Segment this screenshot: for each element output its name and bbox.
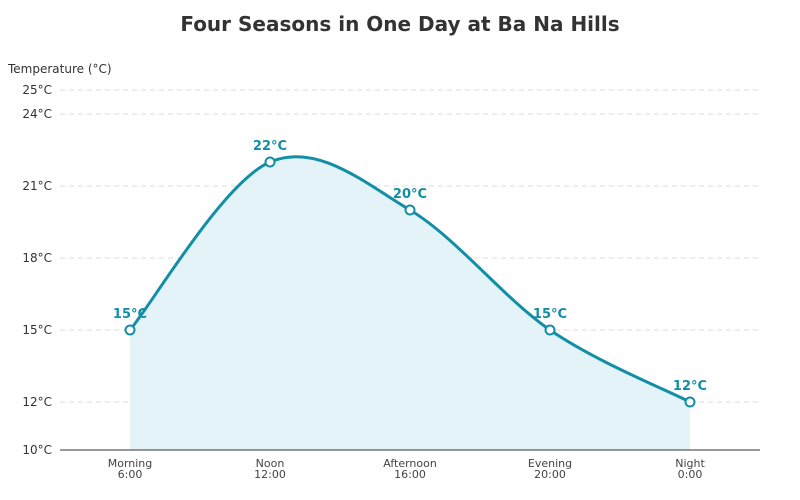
x-tick-label: Night [675, 457, 705, 470]
data-point [544, 324, 556, 336]
y-tick-label: 25°C [22, 83, 52, 97]
data-label: 15°C [113, 307, 147, 322]
data-label: 20°C [393, 187, 427, 202]
x-tick-sublabel: 0:00 [678, 468, 703, 481]
data-label: 15°C [533, 307, 567, 322]
y-tick-label: 15°C [22, 323, 52, 337]
y-tick-label: 18°C [22, 251, 52, 265]
data-point [684, 396, 696, 408]
y-tick-label: 24°C [22, 107, 52, 121]
y-tick-label: 12°C [22, 395, 52, 409]
y-axis-title: Temperature (°C) [7, 62, 112, 76]
x-tick-label: Evening [528, 457, 572, 470]
area-fill-group [130, 156, 690, 450]
y-tick-labels: 10°C 12°C 15°C 18°C 21°C 24°C 25°C [22, 83, 52, 457]
x-tick-sublabel: 20:00 [534, 468, 566, 481]
y-tick-label: 21°C [22, 179, 52, 193]
x-tick-sublabel: 16:00 [394, 468, 426, 481]
x-tick-label: Morning [108, 457, 153, 470]
data-point [264, 156, 276, 168]
data-points [124, 156, 696, 408]
y-tick-label: 10°C [22, 443, 52, 457]
x-tick-label: Noon [256, 457, 285, 470]
data-labels: 15°C 22°C 20°C 15°C 12°C [113, 139, 707, 394]
area-fill [130, 156, 690, 450]
chart-title: Four Seasons in One Day at Ba Na Hills [180, 12, 620, 36]
x-tick-sublabel: 12:00 [254, 468, 286, 481]
x-tick-sublabel: 6:00 [118, 468, 143, 481]
data-label: 22°C [253, 139, 287, 154]
x-tick-label: Afternoon [383, 457, 437, 470]
data-point [124, 324, 136, 336]
data-point [404, 204, 416, 216]
data-label: 12°C [673, 379, 707, 394]
